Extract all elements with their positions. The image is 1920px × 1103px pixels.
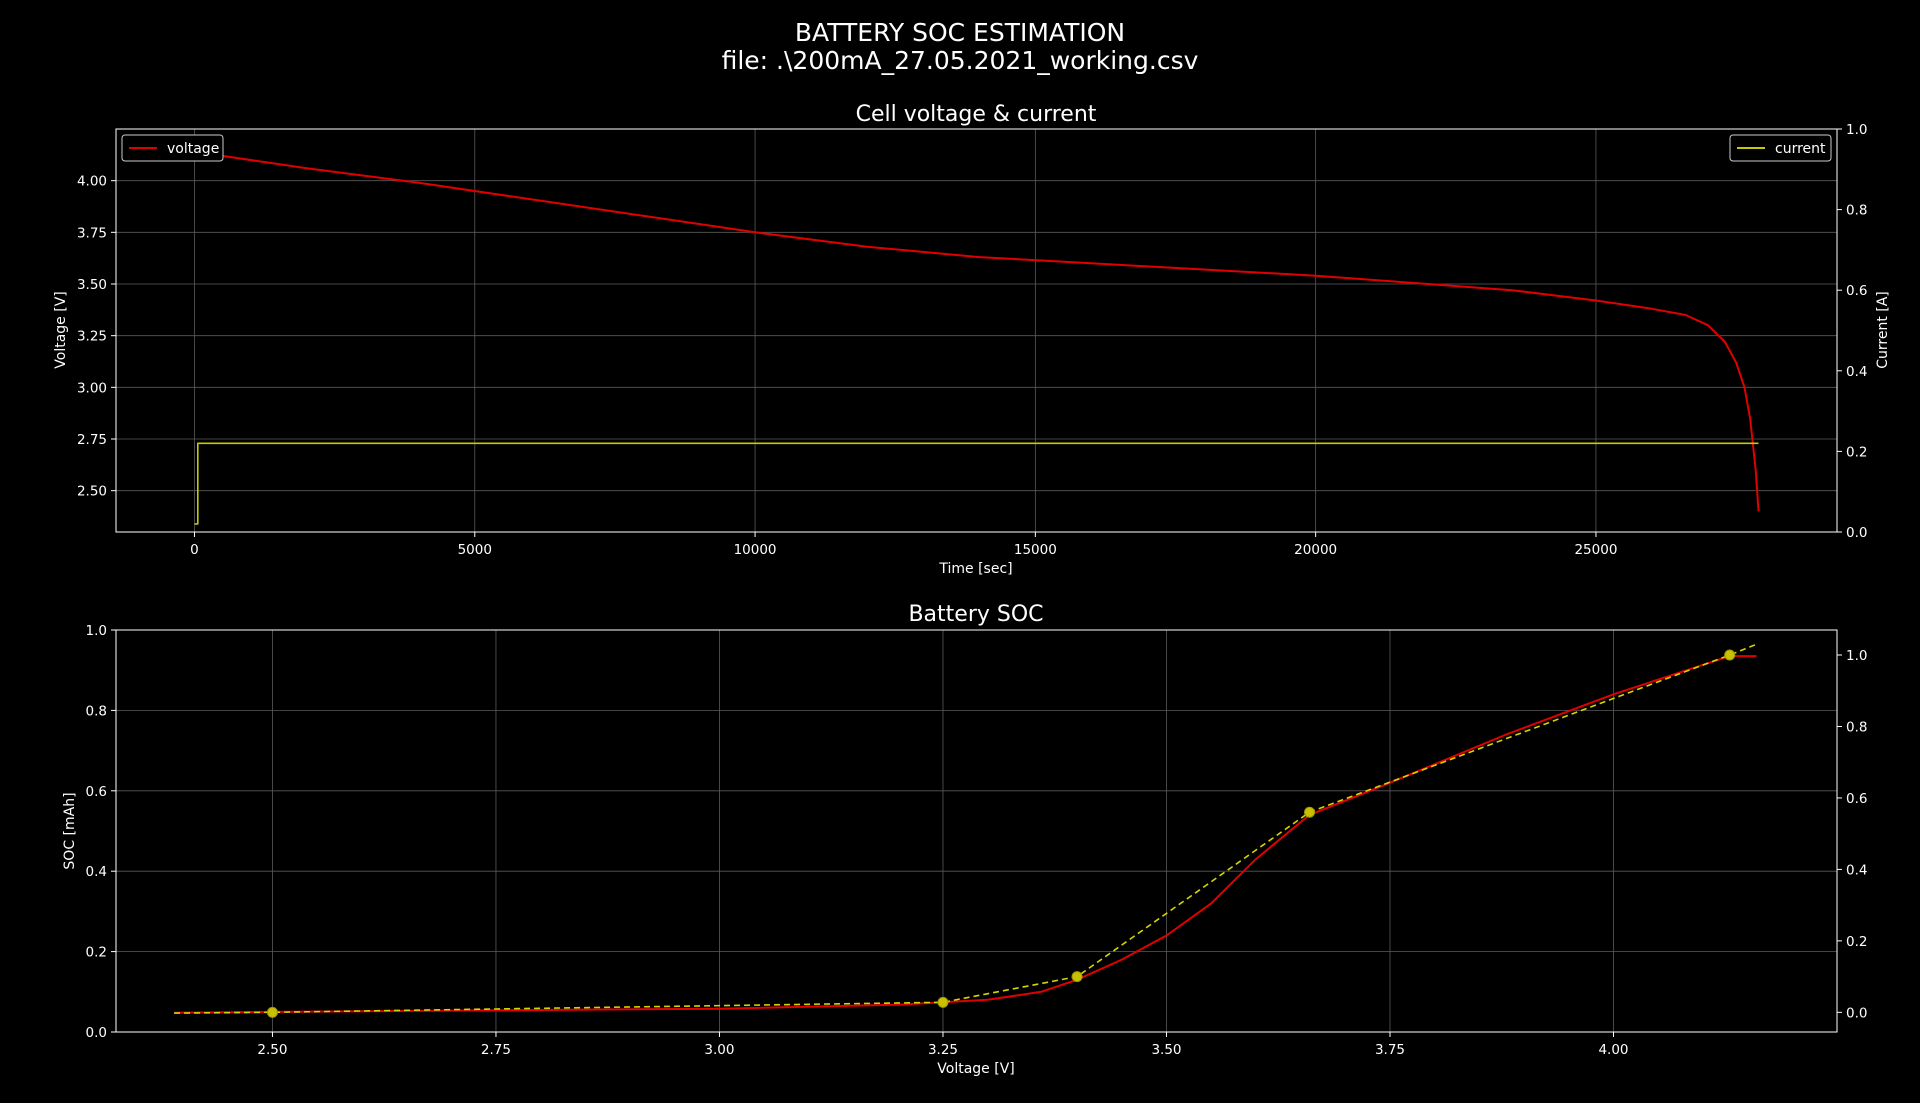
x-tick-label: 4.00 xyxy=(1598,1042,1628,1058)
y-tick-label: 3.75 xyxy=(77,225,107,241)
x-tick-label: 15000 xyxy=(1014,542,1057,558)
x-tick-label: 0 xyxy=(190,542,199,558)
time-axis-label: Time [sec] xyxy=(938,561,1012,577)
y-right-tick-label: 0.8 xyxy=(1846,203,1867,219)
current-axis-label: Current [A] xyxy=(1875,291,1891,369)
voltage-current-chart: Cell voltage & current 0 5000 10000 15000 20… xyxy=(53,102,1891,577)
voltage-axis-label: Voltage [V] xyxy=(53,291,69,368)
x-tick-label: 25000 xyxy=(1574,542,1617,558)
soc-fit-point xyxy=(1304,806,1316,818)
soc-fit-point xyxy=(937,996,949,1008)
y-right-tick-label: 0.4 xyxy=(1846,862,1867,878)
x-tick-label: 2.75 xyxy=(481,1042,511,1058)
battery-soc-series xyxy=(174,643,1757,1018)
y-tick-label: 2.75 xyxy=(77,432,107,448)
voltage-legend-box xyxy=(121,134,224,162)
figure-title-line2: file: .\200mA_27.05.2021_working.csv xyxy=(722,46,1199,75)
y-tick-label: 3.25 xyxy=(77,329,107,345)
battery-soc-title: Battery SOC xyxy=(908,602,1043,627)
figure-title-line1: BATTERY SOC ESTIMATION xyxy=(795,18,1125,47)
y-tick-label: 0.6 xyxy=(86,784,107,800)
current-legend-box xyxy=(1729,134,1832,162)
y-tick-label: 1.0 xyxy=(86,623,107,639)
current-legend-label: current xyxy=(1775,141,1826,157)
y-tick-label: 0.0 xyxy=(86,1025,107,1041)
voltage-x-axis-label: Voltage [V] xyxy=(937,1061,1014,1077)
y-right-tick-label: 0.8 xyxy=(1846,719,1867,735)
x-tick-label: 3.00 xyxy=(704,1042,734,1058)
battery-soc-ticks: 2.50 2.75 3.00 3.25 3.50 3.75 4.00 0.0 0.2 0.4 0.6… xyxy=(86,623,1868,1058)
voltage-current-series xyxy=(194,148,1760,525)
voltage-current-ticks: 0 5000 10000 15000 20000 25000 2.50 2.75 3.00 3.2… xyxy=(77,122,1868,558)
battery-soc-chart: Battery SOC 2.50 2.75 3.00 3.25 3.50 3.75 4.00… xyxy=(62,602,1867,1077)
y-tick-label: 3.50 xyxy=(77,277,107,293)
y-right-tick-label: 0.6 xyxy=(1846,791,1867,807)
soc-axis-label: SOC [mAh] xyxy=(62,792,78,869)
voltage-current-title: Cell voltage & current xyxy=(856,102,1097,127)
x-tick-label: 5000 xyxy=(458,542,492,558)
current-series-line xyxy=(194,442,1759,525)
x-tick-label: 3.25 xyxy=(928,1042,958,1058)
y-right-tick-label: 0.6 xyxy=(1846,283,1867,299)
x-tick-label: 3.50 xyxy=(1151,1042,1181,1058)
voltage-current-frame xyxy=(115,128,1838,533)
current-legend: current xyxy=(1729,134,1832,162)
y-right-tick-label: 1.0 xyxy=(1846,122,1867,138)
y-right-tick-label: 1.0 xyxy=(1846,648,1867,664)
y-tick-label: 3.00 xyxy=(77,380,107,396)
soc-fit-point xyxy=(1724,649,1736,661)
battery-soc-frame xyxy=(115,629,1838,1033)
soc-measured-line xyxy=(174,655,1757,1014)
x-tick-label: 2.50 xyxy=(257,1042,287,1058)
x-tick-label: 10000 xyxy=(734,542,777,558)
y-tick-label: 0.8 xyxy=(86,703,107,719)
y-right-tick-label: 0.0 xyxy=(1846,1005,1867,1021)
voltage-series-line xyxy=(194,148,1760,512)
y-tick-label: 4.00 xyxy=(77,174,107,190)
x-tick-label: 3.75 xyxy=(1375,1042,1405,1058)
y-right-tick-label: 0.2 xyxy=(1846,444,1867,460)
voltage-legend-label: voltage xyxy=(167,141,219,157)
y-right-tick-label: 0.4 xyxy=(1846,364,1867,380)
y-tick-label: 0.4 xyxy=(86,864,107,880)
soc-fit-point xyxy=(1071,971,1083,983)
x-tick-label: 20000 xyxy=(1294,542,1337,558)
soc-fit-point xyxy=(266,1006,278,1018)
y-tick-label: 2.50 xyxy=(77,484,107,500)
y-tick-label: 0.2 xyxy=(86,945,107,961)
y-right-tick-label: 0.0 xyxy=(1846,525,1867,541)
y-right-tick-label: 0.2 xyxy=(1846,934,1867,950)
voltage-legend: voltage xyxy=(121,134,224,162)
